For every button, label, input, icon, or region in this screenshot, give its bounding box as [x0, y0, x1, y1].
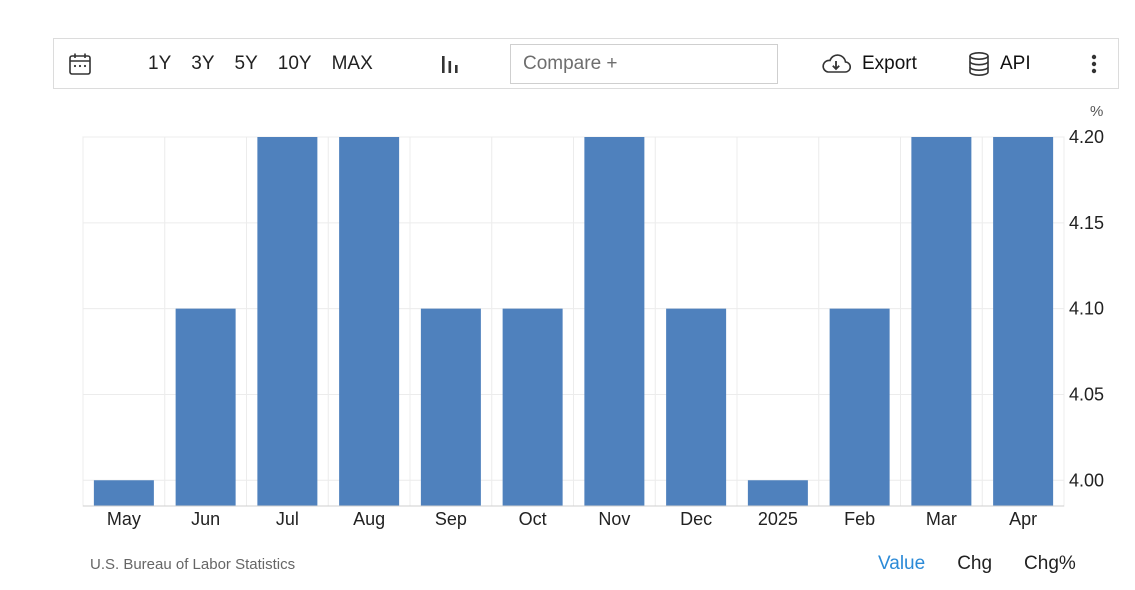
x-tick-label: Dec	[680, 509, 712, 529]
x-tick-label: Mar	[926, 509, 957, 529]
x-tick-label: May	[107, 509, 141, 529]
y-tick-label: 4.00	[1069, 470, 1104, 490]
source-label: U.S. Bureau of Labor Statistics	[90, 556, 296, 573]
range-5y-button[interactable]: 5Y	[234, 52, 258, 74]
range-3y-button[interactable]: 3Y	[191, 52, 215, 74]
bar[interactable]	[747, 480, 808, 506]
bar[interactable]	[666, 308, 727, 506]
range-1y-button[interactable]: 1Y	[148, 52, 172, 74]
bar[interactable]	[584, 137, 645, 506]
bar[interactable]	[829, 308, 890, 506]
mode-value-tab[interactable]: Value	[878, 553, 926, 574]
bar[interactable]	[911, 137, 972, 506]
bar[interactable]	[175, 308, 236, 506]
x-tick-label: Nov	[598, 509, 630, 529]
more-vertical-icon[interactable]	[1086, 39, 1102, 88]
bar[interactable]	[502, 308, 563, 506]
bar[interactable]	[93, 480, 154, 506]
api-label: API	[1000, 52, 1031, 74]
api-button[interactable]: API	[968, 39, 1031, 88]
mode-chg-tab[interactable]: Chg	[957, 553, 993, 574]
mode-chg-percent-tab[interactable]: Chg%	[1024, 553, 1076, 574]
x-tick-label: 2025	[758, 509, 798, 529]
bar[interactable]	[257, 137, 318, 506]
y-tick-label: 4.10	[1069, 299, 1104, 319]
calendar-icon[interactable]	[68, 39, 92, 88]
x-tick-label: Aug	[353, 509, 385, 529]
y-tick-label: 4.05	[1069, 384, 1104, 404]
range-10y-button[interactable]: 10Y	[277, 52, 312, 74]
x-tick-label: Feb	[844, 509, 875, 529]
bar[interactable]	[339, 137, 400, 506]
value-mode-tabs: Value Chg Chg%	[878, 553, 1108, 575]
bar[interactable]	[993, 137, 1054, 506]
export-button[interactable]: Export	[820, 39, 917, 88]
x-tick-label: Apr	[1009, 509, 1037, 529]
database-icon	[969, 51, 989, 76]
x-tick-label: Jul	[276, 509, 299, 529]
bar[interactable]	[420, 308, 481, 506]
x-tick-label: Jun	[191, 509, 220, 529]
y-tick-label: 4.15	[1069, 213, 1104, 233]
bar-chart-icon[interactable]	[439, 39, 461, 88]
chart-toolbar: 1Y 3Y 5Y 10Y MAX Export API	[53, 38, 1119, 89]
unit-label: %	[1090, 103, 1104, 120]
compare-input[interactable]	[510, 44, 778, 84]
export-label: Export	[862, 52, 917, 74]
range-max-button[interactable]: MAX	[331, 52, 373, 74]
x-tick-label: Oct	[519, 509, 547, 529]
y-tick-label: 4.20	[1069, 127, 1104, 147]
x-tick-label: Sep	[435, 509, 467, 529]
cloud-download-icon	[822, 53, 852, 73]
range-selector: 1Y 3Y 5Y 10Y MAX	[148, 39, 393, 88]
